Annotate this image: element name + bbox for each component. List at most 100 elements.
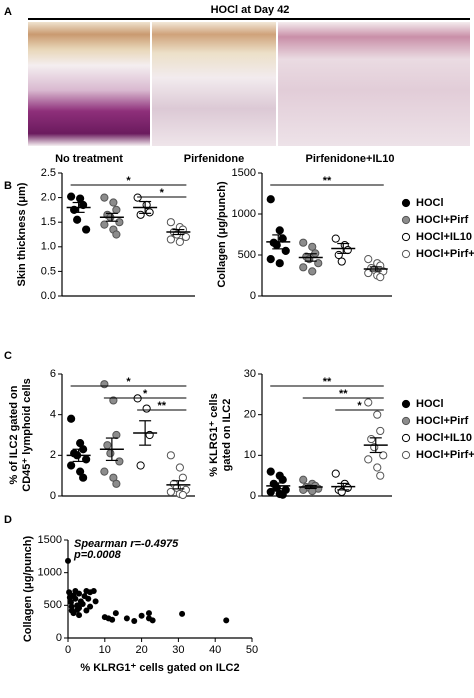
data-point (145, 610, 152, 617)
data-point (166, 451, 175, 460)
data-point (79, 601, 86, 608)
data-point (90, 587, 97, 594)
data-point (82, 225, 91, 234)
y-tick-label: 2 (50, 449, 56, 461)
significance-label: * (160, 187, 165, 199)
legend-marker (401, 249, 411, 259)
data-point (379, 451, 388, 460)
y-tick-label: 0.5 (41, 265, 56, 277)
data-point (106, 449, 115, 458)
data-point (66, 589, 73, 596)
significance-label: * (357, 400, 362, 412)
data-point (337, 257, 346, 266)
legend-label: HOCl+Pirf (416, 415, 469, 427)
data-point (364, 255, 373, 264)
y-tick-label: 1500 (232, 167, 256, 179)
y-tick-label: 500 (44, 599, 62, 611)
y-axis-label: Collagen (μg/punch) (216, 181, 228, 288)
data-point (67, 192, 76, 201)
y-tick-label: 500 (238, 249, 256, 261)
data-point (67, 461, 76, 470)
data-point (181, 232, 190, 242)
y-tick-label: 2.5 (41, 167, 56, 179)
y-tick-label: 1.5 (41, 216, 56, 228)
data-point (166, 487, 175, 497)
significance-label: ** (157, 400, 166, 412)
y-axis-label: gated on ILC2 (221, 399, 233, 472)
data-point (109, 396, 118, 405)
data-point (87, 603, 94, 610)
significance-label: * (126, 376, 131, 388)
data-point (67, 414, 76, 423)
x-axis-label: % KLRG1⁺ cells gated on ILC2 (80, 662, 239, 674)
data-point (308, 242, 317, 251)
data-point (123, 615, 130, 622)
data-point (308, 267, 317, 276)
data-point (76, 590, 83, 597)
data-point (115, 218, 124, 227)
data-point (299, 475, 308, 484)
y-tick-label: 0 (56, 632, 62, 644)
legend-marker (401, 416, 411, 426)
data-point (175, 463, 184, 472)
data-point (278, 490, 287, 499)
data-point (73, 215, 82, 224)
data-point (74, 606, 81, 613)
data-point (331, 234, 340, 243)
data-point (278, 234, 287, 243)
image-caption: No treatment (55, 153, 123, 165)
data-point (367, 434, 376, 444)
y-tick-label: 0 (50, 490, 56, 502)
y-tick-label: 1000 (38, 567, 62, 579)
annotation: p=0.0008 (73, 549, 122, 561)
image-caption: Pirfenidone+IL10 (306, 153, 395, 165)
y-tick-label: 1500 (38, 534, 62, 546)
legend-marker (401, 399, 411, 409)
annotation: Spearman r=-0.4975 (74, 538, 179, 550)
legend-marker (401, 215, 411, 225)
legend-label: HOCl (416, 398, 444, 410)
data-point (115, 457, 124, 466)
data-point (275, 226, 284, 235)
data-point (266, 467, 275, 476)
data-point (131, 618, 138, 625)
data-point (166, 235, 175, 244)
data-point (376, 426, 385, 436)
x-tick-label: 30 (172, 644, 184, 656)
data-point (145, 208, 154, 217)
legend-label: HOCl+Pirf (416, 214, 469, 226)
data-point (299, 238, 308, 247)
data-point (112, 610, 119, 617)
legend-label: HOCl+IL10 (416, 432, 472, 444)
significance-label: * (143, 388, 148, 400)
data-point (373, 410, 382, 419)
data-point (278, 475, 287, 484)
legend-label: HOCl+Pirf+IL10 (416, 449, 474, 461)
y-tick-label: 30 (244, 368, 256, 380)
data-point (149, 617, 156, 624)
x-tick-label: 0 (65, 644, 71, 656)
data-point (343, 245, 352, 255)
data-point (179, 610, 186, 617)
data-point (331, 469, 340, 478)
significance-label: * (126, 175, 131, 187)
data-point (275, 259, 284, 268)
y-tick-label: 0 (250, 490, 256, 502)
data-point (138, 612, 145, 619)
significance-label: ** (339, 388, 348, 400)
y-axis-label: % KLRG1⁺ cells (208, 393, 220, 476)
data-point (266, 255, 275, 264)
data-point (272, 241, 281, 250)
data-point (112, 230, 121, 239)
histology-image (28, 22, 150, 146)
data-point (65, 557, 71, 564)
data-point (266, 487, 275, 497)
panel-label: D (4, 514, 12, 526)
data-point (373, 463, 382, 472)
data-point (133, 193, 142, 202)
significance-label: ** (323, 175, 332, 187)
data-point (364, 455, 373, 464)
data-point (175, 237, 184, 246)
panel-label: C (4, 350, 12, 362)
